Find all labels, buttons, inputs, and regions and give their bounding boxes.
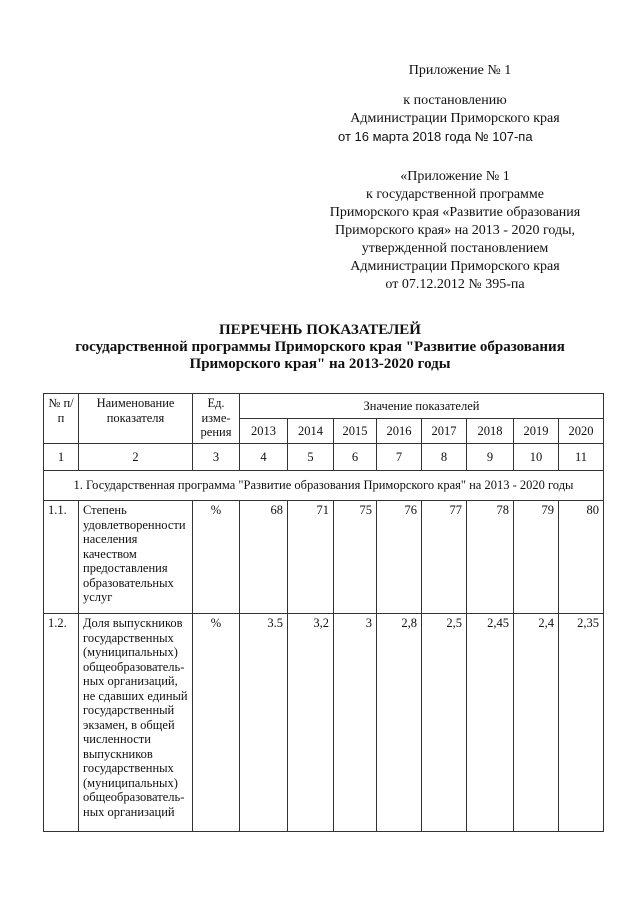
stamp-title: Приложение № 1 [408, 63, 512, 78]
row-num: 1.1. [43, 500, 79, 614]
header-year: 2020 [558, 418, 604, 444]
row-value: 2,45 [466, 613, 514, 832]
row-value: 2,5 [421, 613, 467, 832]
header-name: Наименование показателя [78, 393, 193, 444]
section-heading: 1. Государственная программа "Развитие о… [43, 470, 604, 501]
column-number: 8 [421, 443, 467, 471]
header-year: 2018 [466, 418, 514, 444]
row-value: 78 [466, 500, 514, 614]
column-number: 5 [287, 443, 334, 471]
column-number: 3 [192, 443, 240, 471]
row-value: 2,4 [513, 613, 559, 832]
row-value: 79 [513, 500, 559, 614]
column-number: 7 [376, 443, 422, 471]
appendix-line: Администрации Приморского края [350, 259, 560, 274]
header-num: № п/п [43, 393, 79, 444]
indicators-table: № п/п Наименование показателя Ед. изме-р… [43, 393, 604, 832]
document-title: ПЕРЕЧЕНЬ ПОКАЗАТЕЛЕЙ государственной про… [40, 322, 600, 373]
table-row: 1.1. Степень удовлетворенности населения… [43, 500, 604, 614]
appendix-line: Приморского края» на 2013 - 2020 годы, [334, 223, 575, 238]
row-value: 2,8 [376, 613, 422, 832]
row-value: 68 [239, 500, 288, 614]
row-value: 77 [421, 500, 467, 614]
column-number-row: 1 2 3 4 5 6 7 8 9 10 11 [43, 443, 604, 471]
header-unit: Ед. изме-рения [192, 393, 240, 444]
row-value: 76 [376, 500, 422, 614]
column-number: 2 [78, 443, 193, 471]
column-number: 4 [239, 443, 288, 471]
column-number: 1 [43, 443, 79, 471]
title-line: государственной программы Приморского кр… [75, 339, 565, 355]
title-line: Приморского края" на 2013-2020 годы [189, 356, 451, 372]
header-year: 2015 [333, 418, 377, 444]
row-value: 2,35 [558, 613, 604, 832]
column-number: 6 [333, 443, 377, 471]
row-value: 3,2 [287, 613, 334, 832]
appendix-line: к государственной программе [366, 187, 544, 202]
appendix-line: «Приложение № 1 [400, 169, 510, 184]
column-number: 11 [558, 443, 604, 471]
stamp-line: к постановлению [403, 93, 507, 108]
row-unit: % [192, 500, 240, 614]
table-row: 1.2. Доля выпускников государственных (м… [43, 613, 604, 832]
row-value: 3 [333, 613, 377, 832]
appendix-line: утвержденной постановлением [361, 241, 549, 256]
title-line: ПЕРЕЧЕНЬ ПОКАЗАТЕЛЕЙ [219, 322, 421, 338]
header-year: 2013 [239, 418, 288, 444]
header-year: 2017 [421, 418, 467, 444]
header-year: 2016 [376, 418, 422, 444]
row-name: Доля выпускников государственных (муници… [78, 613, 193, 832]
column-number: 10 [513, 443, 559, 471]
row-num: 1.2. [43, 613, 79, 832]
row-value: 71 [287, 500, 334, 614]
appendix-line: Приморского края «Развитие образования [329, 205, 581, 220]
stamp-line: Администрации Приморского края [350, 111, 560, 126]
stamp-date: от 16 марта 2018 года № 107-па [338, 129, 533, 144]
row-value: 3.5 [239, 613, 288, 832]
row-value: 80 [558, 500, 604, 614]
row-name: Степень удовлетворенности населения каче… [78, 500, 193, 614]
header-year: 2014 [287, 418, 334, 444]
column-number: 9 [466, 443, 514, 471]
row-value: 75 [333, 500, 377, 614]
row-unit: % [192, 613, 240, 832]
header-values: Значение показателей [239, 393, 604, 419]
appendix-line: от 07.12.2012 № 395-па [385, 277, 525, 292]
header-year: 2019 [513, 418, 559, 444]
